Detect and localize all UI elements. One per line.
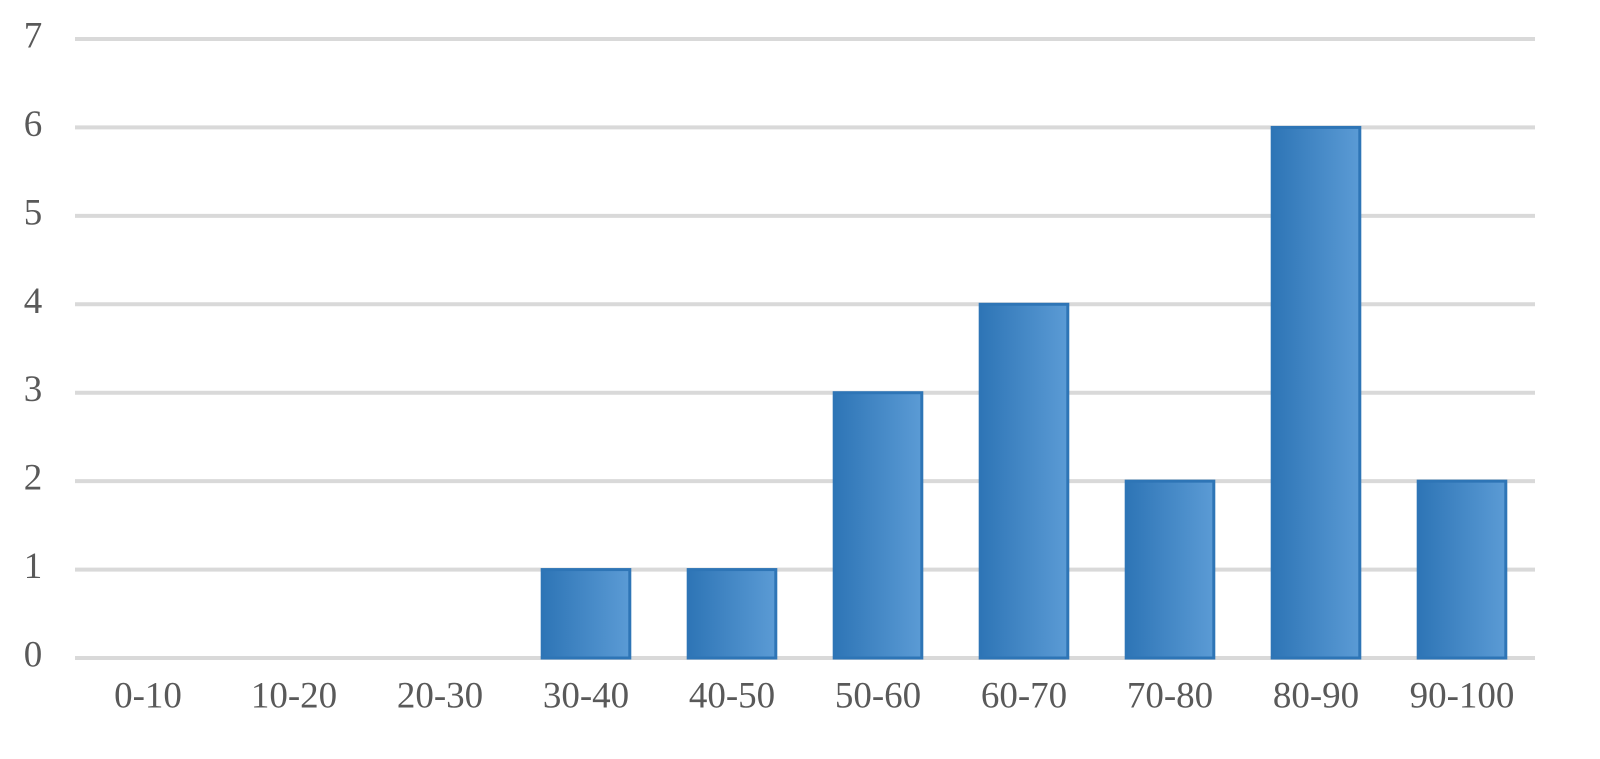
y-tick-label: 0 [24,634,43,675]
y-tick-label: 5 [24,192,43,233]
x-tick-label: 50-60 [835,675,921,716]
bar [1270,125,1362,660]
bar [1124,479,1216,660]
bar [978,302,1070,660]
bar [686,568,778,660]
x-tick-label: 60-70 [981,675,1067,716]
bar [1416,479,1508,660]
y-tick-label: 3 [24,369,43,410]
x-tick-label: 70-80 [1127,675,1213,716]
x-tick-label: 30-40 [543,675,629,716]
y-tick-label: 4 [24,281,43,322]
x-tick-label: 10-20 [251,675,337,716]
y-tick-label: 2 [24,458,43,499]
x-tick-label: 40-50 [689,675,775,716]
x-tick-label: 80-90 [1273,675,1359,716]
x-tick-label: 90-100 [1410,675,1515,716]
x-tick-label: 20-30 [397,675,483,716]
bar [832,391,924,660]
x-tick-label: 0-10 [114,675,182,716]
bar [540,568,632,660]
y-tick-label: 7 [24,15,43,56]
y-tick-label: 6 [24,104,43,145]
y-tick-label: 1 [24,546,43,587]
